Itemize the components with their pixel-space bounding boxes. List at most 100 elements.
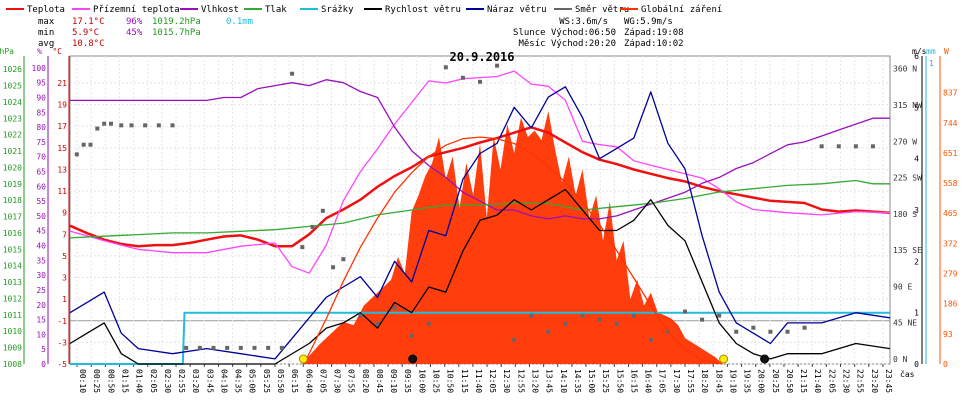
axis-title: hPa (0, 47, 14, 56)
wind-tick-label: 1 (914, 309, 919, 318)
wind-tick-label: 5 (914, 103, 919, 112)
x-tick-label: 04:35 (234, 369, 243, 393)
series-layer (69, 63, 891, 365)
wind-direction-point (266, 345, 271, 350)
wind-direction-point (836, 144, 841, 149)
direction-tick-label: 135 SE (893, 246, 922, 255)
axis-tick-label: 3 (62, 274, 67, 283)
x-tick-label: 15:25 (601, 369, 610, 393)
x-tick-label: 21:15 (799, 369, 808, 393)
axis-tick-label: 65 (36, 168, 46, 177)
x-tick-label: 14:35 (573, 369, 582, 393)
axis-tick-label: 1011 (3, 311, 22, 320)
wind-direction-point (563, 321, 568, 326)
axis-tick-label: 25 (36, 286, 46, 295)
wind-direction-point (580, 313, 585, 318)
x-tick-label: 18:45 (714, 369, 723, 393)
axis-tick-label: 80 (36, 123, 46, 132)
wind-tick-label: 6 (914, 52, 919, 61)
wind-direction-point (290, 71, 295, 76)
info-wg: WG:5.9m/s (624, 17, 673, 27)
x-tick-label: 04:10 (219, 369, 228, 393)
wind-direction-point (614, 321, 619, 326)
x-tick-label: 17:05 (658, 369, 667, 393)
axis-tick-label: 15 (36, 316, 46, 325)
x-tick-label: 05:50 (276, 369, 285, 393)
wind-direction-point (225, 345, 230, 350)
wind-direction-point (409, 333, 414, 338)
axis-tick-label: 0 (41, 360, 46, 369)
axis-title: °C (52, 47, 62, 56)
wind-direction-point (546, 329, 551, 334)
axis-tick-label: 1018 (3, 196, 22, 205)
wind-direction-point (802, 325, 807, 330)
axis-tick-label: 19 (57, 101, 67, 110)
direction-tick-label: 360 N (893, 65, 917, 74)
x-tick-label: 08:45 (375, 369, 384, 393)
x-tick-label: 12:30 (502, 369, 511, 393)
radiation-tick-label: 651 (943, 149, 958, 158)
wind-direction-point (648, 337, 653, 342)
chart-title: 20.9.2016 (449, 50, 514, 64)
wind-direction-point (102, 121, 107, 126)
axis-title: mm (926, 47, 936, 56)
axis-tick-label: 50 (36, 212, 46, 221)
wind-direction-point (156, 123, 161, 128)
radiation-tick-label: 558 (943, 179, 958, 188)
x-tick-label: 11:15 (460, 369, 469, 393)
axis-tick-label: 60 (36, 182, 46, 191)
axis-tick-label: 1008 (3, 360, 22, 369)
x-tick-label: 19:10 (728, 369, 737, 393)
axis-tick-label: 1020 (3, 163, 22, 172)
wind-direction-point (358, 313, 363, 318)
x-tick-label: 22:05 (827, 369, 836, 393)
axis-tick-label: -1 (57, 317, 67, 326)
markers-layer (298, 354, 770, 364)
wind-direction-point (734, 329, 739, 334)
moon-marker (408, 354, 418, 364)
info-ws: WS:3.6m/s (559, 17, 608, 27)
axis-tick-label: 70 (36, 153, 46, 162)
axis-tick-label: 95 (36, 79, 46, 88)
legend-label: Vlhkost (201, 5, 239, 15)
x-tick-label: 20:25 (771, 369, 780, 393)
axis-tick-label: 20 (36, 301, 46, 310)
axis-tick-label: -5 (57, 360, 67, 369)
legend-label: Náraz větru (487, 5, 547, 15)
axis-tick-label: 5 (62, 252, 67, 261)
wind-direction-point (870, 144, 875, 149)
direction-tick-label: 225 SW (893, 174, 922, 183)
wind-direction-point (211, 345, 216, 350)
info-moon-set: Západ:10:02 (624, 39, 684, 49)
radiation-tick-label: 744 (943, 119, 958, 128)
wind-direction-point (512, 337, 517, 342)
x-tick-label: 02:05 (149, 369, 158, 393)
x-tick-label: 19:35 (743, 369, 752, 393)
x-tick-label: 21:40 (813, 369, 822, 393)
wind-direction-point (478, 79, 482, 84)
stat-min-temp: 5.9°C (72, 28, 99, 38)
wind-direction-point (341, 257, 346, 262)
axis-tick-label: 35 (36, 256, 46, 265)
axis-radiation: W 0 93 186 279 372 465 558 651 744 837 (939, 47, 958, 369)
wind-direction-point (74, 152, 79, 157)
x-tick-label: 06:40 (304, 369, 313, 393)
stats-block: max 17.1°C 96% 1019.2hPa 0.1mm min 5.9°C… (38, 17, 253, 49)
legend-label: Globální záření (641, 5, 722, 15)
x-tick-label: 02:55 (177, 369, 186, 393)
x-tick-label: 12:05 (488, 369, 497, 393)
stat-max-label: max (38, 17, 55, 27)
wind-direction-point (279, 345, 284, 350)
x-tick-label: 00:50 (106, 369, 115, 393)
axis-tick-label: 40 (36, 242, 46, 251)
wind-direction-point (170, 123, 175, 128)
axis-tick-label: 90 (36, 93, 46, 102)
series-tlak-line (69, 179, 890, 239)
wind-direction-point (88, 142, 93, 147)
series-glob-ln-z-en--area (70, 111, 890, 365)
wind-direction-point (129, 123, 134, 128)
x-tick-label: 11:40 (474, 369, 483, 393)
axis-tick-label: 1010 (3, 327, 22, 336)
axis-tick-label: 100 (32, 64, 47, 73)
x-tick-label: 10:50 (446, 369, 455, 393)
